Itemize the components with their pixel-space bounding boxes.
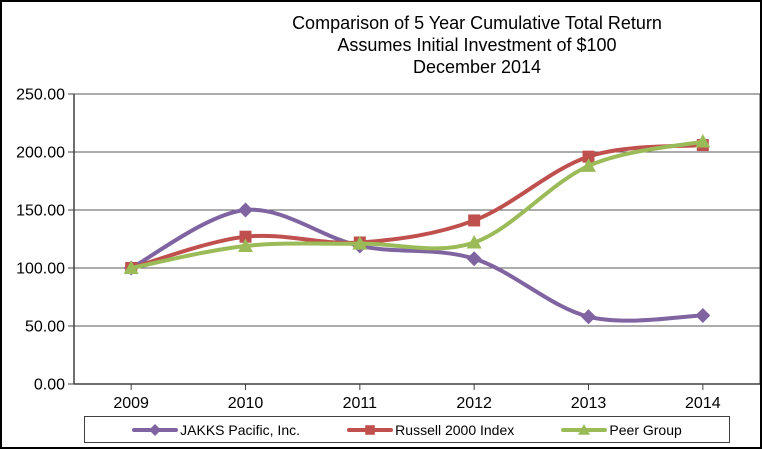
x-axis-tick-label: 2009 [113, 395, 149, 412]
chart-title-line1: Comparison of 5 Year Cumulative Total Re… [292, 13, 662, 33]
legend-item-russell: Russell 2000 Index [347, 422, 514, 438]
data-point-marker [238, 202, 253, 218]
data-point-marker [238, 238, 253, 252]
data-point-marker [582, 150, 595, 163]
x-axis-tick-label: 2010 [228, 395, 264, 412]
x-axis-tick-label: 2014 [685, 395, 721, 412]
legend-label-peer: Peer Group [609, 421, 682, 438]
data-point-marker [466, 234, 482, 249]
x-axis-tick-label: 2013 [571, 395, 607, 412]
data-point-marker [695, 308, 711, 324]
y-axis-tick-label: 150.00 [16, 203, 65, 220]
y-axis-tick-label: 200.00 [16, 145, 65, 162]
data-point-marker [123, 260, 139, 274]
data-point-marker [581, 309, 596, 325]
chart-title: Comparison of 5 Year Cumulative Total Re… [190, 12, 760, 78]
legend-label-jakks: JAKKS Pacific, Inc. [180, 421, 300, 438]
data-point-marker [466, 251, 482, 267]
data-point-marker [581, 158, 596, 172]
y-axis-tick-label: 250.00 [16, 87, 65, 104]
y-axis-tick-label: 100.00 [16, 261, 65, 278]
data-point-marker [468, 214, 481, 227]
x-axis-tick-label: 2011 [343, 395, 378, 412]
legend-item-jakks: JAKKS Pacific, Inc. [132, 422, 300, 438]
jakks-line-marker-icon [132, 423, 179, 436]
series-line-2 [129, 139, 705, 270]
series-line-1 [129, 143, 705, 270]
legend: JAKKS Pacific, Inc. Russell 2000 Index P… [84, 416, 730, 443]
x-axis-tick-label: 2012 [456, 395, 492, 412]
y-axis-tick-label: 50.00 [25, 319, 65, 336]
russell-line-marker-icon [347, 424, 394, 435]
y-axis-tick-label: 0.00 [34, 377, 65, 394]
chart-title-line3: December 2014 [412, 57, 542, 77]
series-line-0 [129, 207, 705, 323]
chart-title-line2: Assumes Initial Investment of $100 [337, 35, 617, 55]
data-point-marker [239, 230, 252, 243]
legend-item-peer: Peer Group [561, 421, 682, 438]
data-point-marker [352, 236, 368, 250]
legend-label-russell: Russell 2000 Index [395, 421, 515, 438]
peer-line-marker-icon [561, 423, 608, 435]
data-point-marker [695, 134, 711, 148]
